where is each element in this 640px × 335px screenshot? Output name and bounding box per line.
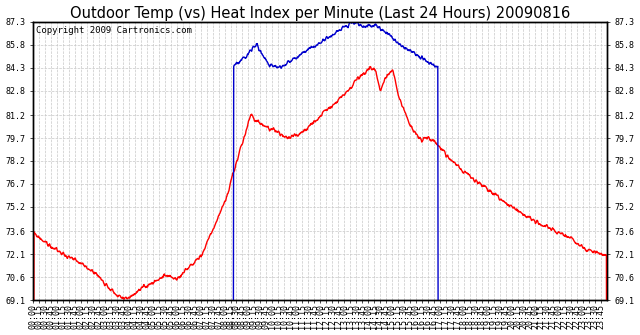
Text: Copyright 2009 Cartronics.com: Copyright 2009 Cartronics.com <box>36 26 192 35</box>
Title: Outdoor Temp (vs) Heat Index per Minute (Last 24 Hours) 20090816: Outdoor Temp (vs) Heat Index per Minute … <box>70 6 570 20</box>
